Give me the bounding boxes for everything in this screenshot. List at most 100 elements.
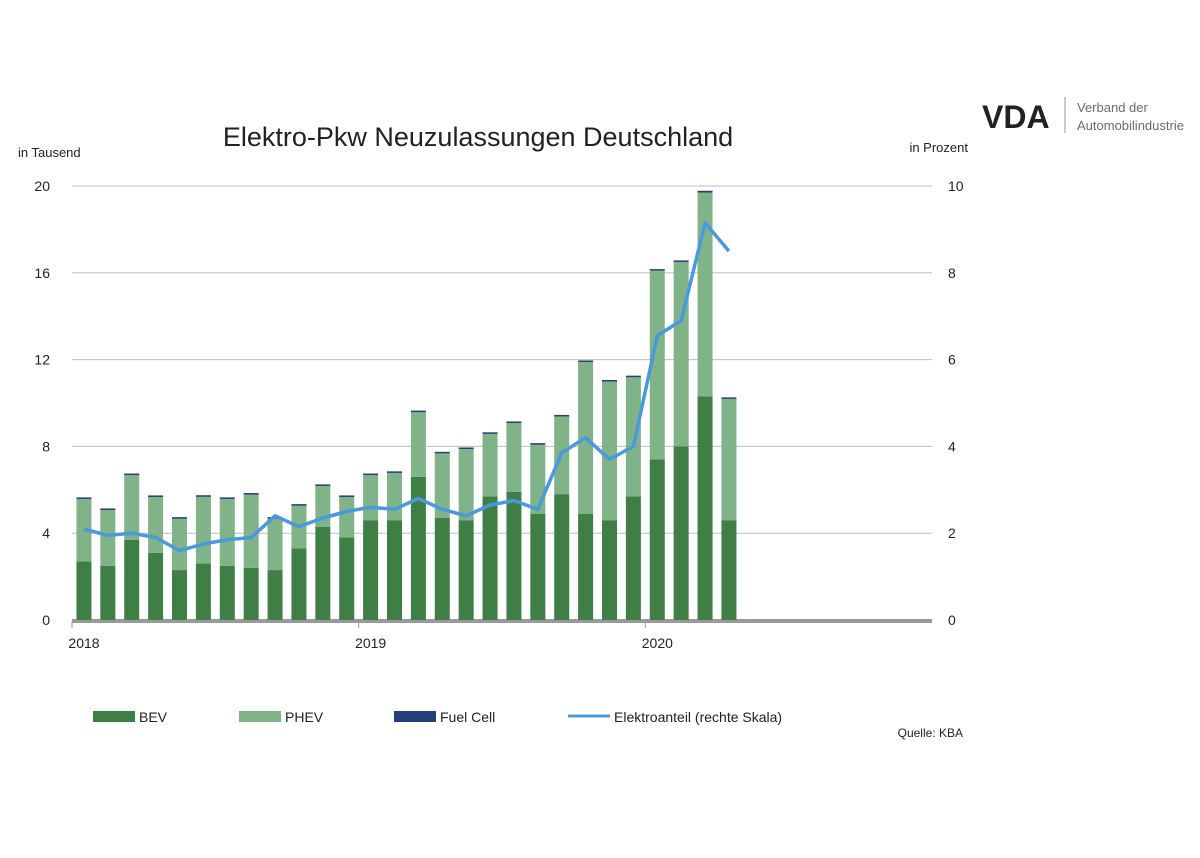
bar-phev bbox=[602, 381, 617, 521]
bar-bev bbox=[673, 446, 689, 620]
bar-fuel-cell bbox=[482, 432, 498, 434]
bar-fuel-cell bbox=[673, 260, 689, 262]
bar-phev bbox=[506, 422, 522, 492]
y-left-tick-label: 8 bbox=[42, 438, 50, 454]
legend-label-fuel-cell: Fuel Cell bbox=[440, 709, 495, 725]
bar-bev bbox=[410, 476, 426, 620]
bar-fuel-cell bbox=[625, 375, 641, 378]
y-right-tick-label: 6 bbox=[948, 352, 956, 368]
y-axis-right-ticks: 0 2 4 6 8 10 bbox=[948, 178, 964, 628]
bar-bev bbox=[602, 520, 617, 620]
bar-bev bbox=[578, 513, 594, 620]
bar-bev bbox=[506, 491, 522, 620]
bar-bev bbox=[195, 563, 211, 620]
x-tick-label: 2018 bbox=[68, 635, 99, 651]
x-tick-label: 2019 bbox=[355, 635, 386, 651]
bar-bev bbox=[625, 496, 641, 620]
legend-swatch-bev bbox=[93, 711, 135, 722]
bar-bev bbox=[267, 570, 283, 620]
y-right-tick-label: 10 bbox=[948, 178, 964, 194]
y-axis-right-label: in Prozent bbox=[909, 140, 968, 155]
share-line bbox=[83, 221, 731, 553]
bar-fuel-cell bbox=[721, 397, 737, 399]
bar-bev bbox=[76, 561, 92, 620]
legend-label-share-line: Elektroanteil (rechte Skala) bbox=[614, 709, 782, 725]
y-right-tick-label: 2 bbox=[948, 525, 956, 541]
bar-bev bbox=[363, 520, 379, 620]
bar-fuel-cell bbox=[124, 473, 140, 476]
bar-fuel-cell bbox=[697, 190, 713, 193]
bar-fuel-cell bbox=[291, 504, 307, 506]
bar-fuel-cell bbox=[315, 484, 331, 486]
y-axis-left-ticks: 0 4 8 12 16 20 bbox=[34, 178, 50, 628]
bars bbox=[76, 190, 737, 620]
share-line-layer bbox=[83, 221, 731, 553]
bar-fuel-cell bbox=[76, 497, 92, 499]
y-left-tick-label: 20 bbox=[34, 178, 50, 194]
bar-fuel-cell bbox=[602, 379, 617, 382]
bar-phev bbox=[124, 474, 140, 540]
bar-bev bbox=[458, 520, 474, 620]
bar-bev bbox=[100, 565, 116, 620]
bar-fuel-cell bbox=[434, 451, 450, 454]
bar-phev bbox=[649, 270, 665, 460]
bar-fuel-cell bbox=[530, 443, 546, 445]
bar-fuel-cell bbox=[100, 508, 116, 510]
bar-bev bbox=[291, 548, 307, 620]
bar-bev bbox=[387, 520, 402, 620]
bar-fuel-cell bbox=[148, 495, 164, 497]
bar-phev bbox=[482, 433, 498, 497]
bar-fuel-cell bbox=[506, 421, 522, 423]
bar-fuel-cell bbox=[363, 473, 379, 476]
org-name-line2: Automobilindustrie bbox=[1077, 118, 1184, 133]
bar-bev bbox=[482, 496, 498, 620]
bar-phev bbox=[458, 448, 474, 521]
x-tick-label: 2020 bbox=[642, 635, 673, 651]
bar-bev bbox=[315, 526, 331, 620]
bar-fuel-cell bbox=[339, 495, 355, 497]
bar-bev bbox=[554, 494, 570, 620]
bar-phev bbox=[530, 444, 546, 514]
y-right-tick-label: 0 bbox=[948, 612, 956, 628]
bar-bev bbox=[649, 459, 665, 620]
legend: BEV PHEV Fuel Cell Elektroanteil (rechte… bbox=[93, 709, 782, 725]
x-axis-ticks: 2018 2019 2020 bbox=[68, 621, 673, 651]
legend-swatch-phev bbox=[239, 711, 281, 722]
bar-bev bbox=[434, 518, 450, 620]
bar-phev bbox=[625, 376, 641, 497]
bar-fuel-cell bbox=[649, 269, 665, 271]
bar-fuel-cell bbox=[243, 493, 259, 495]
bar-bev bbox=[148, 552, 164, 620]
org-name-line1: Verband der bbox=[1077, 100, 1149, 115]
bar-phev bbox=[387, 472, 402, 521]
bar-bev bbox=[339, 537, 355, 620]
bar-bev bbox=[124, 539, 140, 620]
bar-phev bbox=[721, 398, 737, 521]
bar-fuel-cell bbox=[458, 447, 474, 449]
bar-phev bbox=[195, 496, 211, 564]
bar-bev bbox=[721, 520, 737, 620]
y-right-tick-label: 8 bbox=[948, 265, 956, 281]
bar-phev bbox=[363, 474, 379, 521]
chart-title: Elektro-Pkw Neuzulassungen Deutschland bbox=[223, 122, 733, 152]
y-axis-left-label: in Tausend bbox=[18, 145, 81, 160]
bar-phev bbox=[219, 498, 235, 566]
bar-bev bbox=[243, 567, 259, 620]
bar-phev bbox=[267, 518, 283, 571]
bar-bev bbox=[219, 565, 235, 620]
bar-fuel-cell bbox=[172, 517, 187, 519]
bar-phev bbox=[148, 496, 164, 553]
bar-phev bbox=[673, 261, 689, 447]
bar-fuel-cell bbox=[554, 414, 570, 417]
bar-phev bbox=[100, 509, 116, 566]
bar-fuel-cell bbox=[578, 360, 594, 362]
vda-logo: VDA bbox=[982, 99, 1050, 135]
legend-label-bev: BEV bbox=[139, 709, 168, 725]
bar-bev bbox=[530, 513, 546, 620]
bar-bev bbox=[172, 570, 187, 620]
bar-bev bbox=[697, 396, 713, 620]
y-left-tick-label: 4 bbox=[42, 525, 50, 541]
bar-phev bbox=[243, 494, 259, 568]
bar-phev bbox=[172, 518, 187, 571]
